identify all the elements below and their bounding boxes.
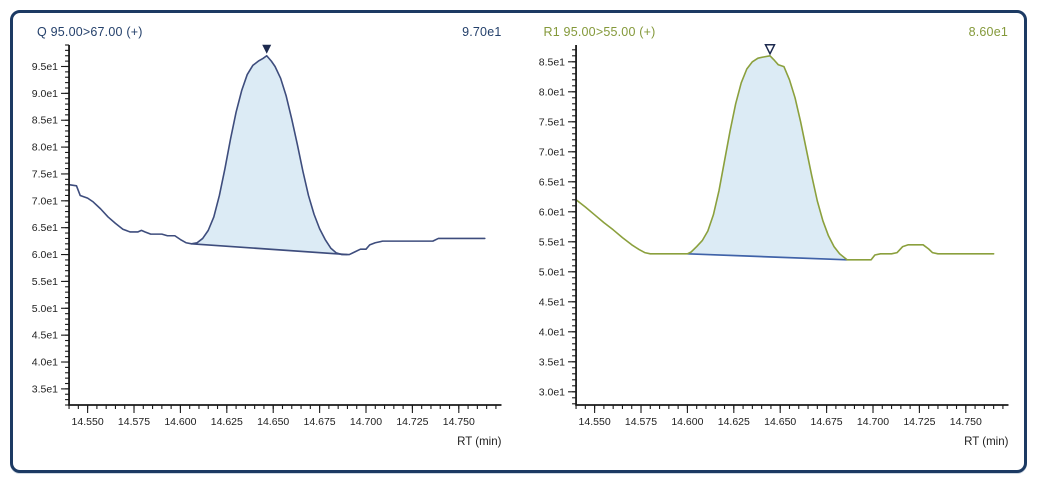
chromatogram-trace — [574, 54, 994, 261]
x-tick-label: 14.600 — [671, 416, 703, 428]
y-tick-label: 6.0e1 — [32, 249, 58, 261]
y-tick-label: 7.5e1 — [32, 168, 58, 180]
trace-max-intensity-qualifier: 8.60e1 — [968, 25, 1008, 39]
chromatogram-plot-quantifier[interactable]: 14.550 14.575 14.600 14.625 14.650 14.675 14.7… — [19, 39, 512, 451]
x-tick-label: 14.750 — [443, 416, 475, 428]
x-tick-label: 14.600 — [164, 416, 196, 428]
peak-baseline — [191, 242, 348, 256]
peak-fill — [191, 55, 348, 255]
x-tick-label: 14.625 — [211, 416, 243, 428]
chromatogram-panels: Q 95.00>67.00 (+) 9.70e1 14.550 14.575 14.… — [19, 21, 1018, 468]
panel-quantifier: Q 95.00>67.00 (+) 9.70e1 14.550 14.575 14.… — [19, 21, 512, 468]
trace-max-intensity-quantifier: 9.70e1 — [462, 25, 502, 39]
y-tick-label: 3.0e1 — [538, 386, 564, 398]
panel-qualifier-header: R1 95.00>55.00 (+) 8.60e1 — [526, 21, 1019, 39]
y-tick-label: 7.0e1 — [538, 146, 564, 158]
y-tick-label: 6.0e1 — [538, 206, 564, 218]
chromatogram-window: Q 95.00>67.00 (+) 9.70e1 14.550 14.575 14.… — [10, 10, 1027, 473]
x-tick-label: 14.675 — [810, 416, 842, 428]
y-tick-label: 4.5e1 — [32, 330, 58, 342]
x-tick-label: 14.550 — [578, 416, 610, 428]
panel-quantifier-header: Q 95.00>67.00 (+) 9.70e1 — [19, 21, 512, 39]
y-tick-label: 8.5e1 — [32, 115, 58, 127]
x-tick-label: 14.675 — [304, 416, 336, 428]
trace-title-qualifier: R1 95.00>55.00 (+) — [543, 25, 656, 39]
x-axis-label: RT (min) — [457, 436, 501, 448]
y-tick-label: 8.5e1 — [538, 56, 564, 68]
x-tick-label: 14.550 — [72, 416, 104, 428]
y-tick-label: 7.0e1 — [32, 195, 58, 207]
y-tick-label: 9.0e1 — [32, 88, 58, 100]
chromatogram-trace — [68, 54, 486, 256]
y-tick-label: 7.5e1 — [538, 116, 564, 128]
y-tick-label: 6.5e1 — [32, 222, 58, 234]
trace-title-quantifier: Q 95.00>67.00 (+) — [37, 25, 143, 39]
y-tick-label: 4.0e1 — [538, 326, 564, 338]
y-tick-label: 6.5e1 — [538, 176, 564, 188]
y-tick-label: 4.0e1 — [32, 357, 58, 369]
x-tick-label: 14.750 — [949, 416, 981, 428]
x-tick-label: 14.725 — [396, 416, 428, 428]
y-tick-label: 9.5e1 — [32, 61, 58, 73]
x-tick-label: 14.625 — [717, 416, 749, 428]
x-tick-label: 14.650 — [257, 416, 289, 428]
x-tick-label: 14.575 — [624, 416, 656, 428]
panel-qualifier: R1 95.00>55.00 (+) 8.60e1 14.550 14.575 14… — [526, 21, 1019, 468]
y-tick-label: 5.5e1 — [32, 276, 58, 288]
x-tick-label: 14.575 — [118, 416, 150, 428]
y-tick-label: 8.0e1 — [32, 142, 58, 154]
x-tick-label: 14.725 — [903, 416, 935, 428]
x-axis-label: RT (min) — [964, 436, 1008, 448]
y-tick-label: 3.5e1 — [538, 356, 564, 368]
peak-apex-marker-icon — [763, 44, 776, 56]
x-tick-label: 14.650 — [764, 416, 796, 428]
y-tick-label: 4.5e1 — [538, 296, 564, 308]
peak-fill — [686, 55, 847, 260]
y-tick-label: 5.0e1 — [538, 266, 564, 278]
peak-apex-marker-icon — [262, 44, 272, 54]
peak-baseline — [686, 252, 847, 261]
x-tick-label: 14.700 — [856, 416, 888, 428]
y-tick-label: 5.0e1 — [32, 303, 58, 315]
chromatogram-plot-qualifier[interactable]: 14.550 14.575 14.600 14.625 14.650 14.675 14.7… — [526, 39, 1019, 451]
y-tick-label: 3.5e1 — [32, 383, 58, 395]
x-tick-label: 14.700 — [350, 416, 382, 428]
y-tick-label: 8.0e1 — [538, 86, 564, 98]
y-tick-label: 5.5e1 — [538, 236, 564, 248]
